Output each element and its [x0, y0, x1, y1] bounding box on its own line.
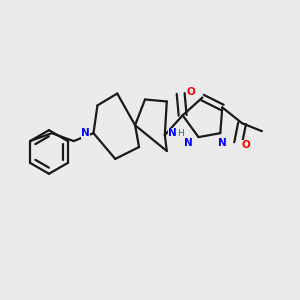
Text: N: N	[184, 138, 193, 148]
Text: O: O	[186, 86, 195, 97]
Text: H: H	[177, 129, 184, 138]
Text: O: O	[242, 140, 250, 150]
Text: N: N	[218, 138, 226, 148]
Text: N: N	[168, 128, 177, 138]
Text: N: N	[81, 128, 90, 138]
